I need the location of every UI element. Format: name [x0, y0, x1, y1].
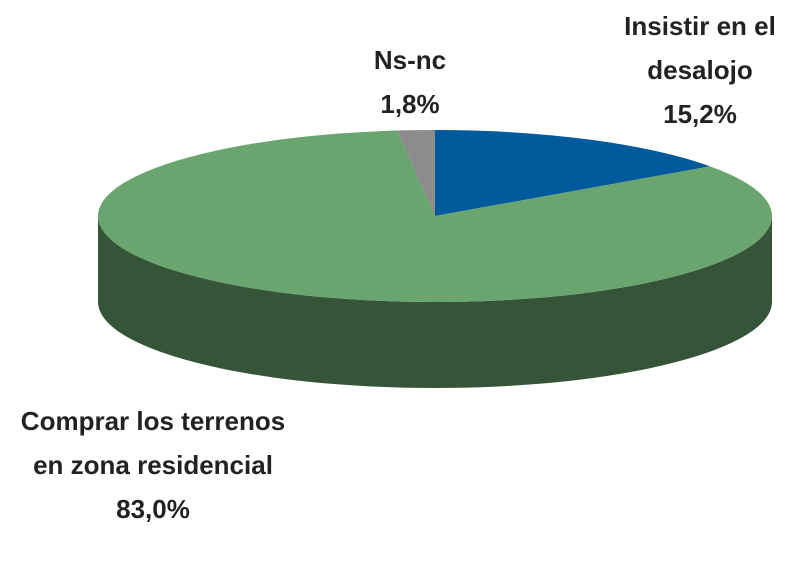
value-label: 83,0%	[116, 494, 190, 524]
slice-label: Insistir en el desalojo 15,2%	[600, 4, 800, 136]
slice	[435, 130, 711, 216]
category-label: Insistir en el desalojo	[624, 11, 776, 85]
category-label: Ns-nc	[373, 45, 447, 75]
category-label: Comprar los terrenos en zona residencial	[20, 406, 286, 480]
slice	[396, 130, 435, 216]
value-label: 15,2%	[663, 99, 737, 129]
slice	[97, 130, 773, 302]
slice-label: Comprar los terrenos en zona residencial…	[10, 399, 296, 531]
slice-label: Ns-nc 1,8%	[340, 38, 480, 126]
value-label: 1,8%	[380, 89, 440, 119]
